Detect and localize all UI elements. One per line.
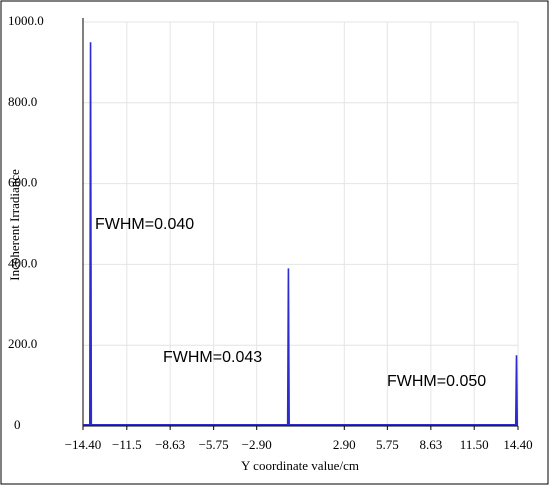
y-tick-label: 400.0 <box>8 255 37 270</box>
x-axis-label: Y coordinate value/cm <box>241 458 359 473</box>
x-tick-label: −8.63 <box>155 437 185 452</box>
x-tick-label: −11.5 <box>112 437 142 452</box>
y-tick-label: 600.0 <box>8 175 37 190</box>
annotation: FWHM=0.040 <box>95 216 194 233</box>
x-tick-label: −5.75 <box>199 437 229 452</box>
data-line <box>83 42 519 426</box>
x-tick-label: 14.40 <box>503 437 532 452</box>
y-tick-label: 200.0 <box>8 336 37 351</box>
y-tick-label: 800.0 <box>8 94 37 109</box>
annotation: FWHM=0.043 <box>163 349 262 366</box>
y-tick-label: 1000.0 <box>8 13 44 28</box>
y-axis-label: Incoherent Irradiance <box>7 169 22 281</box>
y-tick-label: 0 <box>14 417 21 432</box>
x-tick-label: −2.90 <box>242 437 272 452</box>
x-tick-label: 11.50 <box>460 437 489 452</box>
x-tick-label: 2.90 <box>333 437 356 452</box>
annotation: FWHM=0.050 <box>387 373 486 390</box>
x-tick-label: −14.40 <box>65 437 102 452</box>
x-tick-label: 5.75 <box>376 437 399 452</box>
x-tick-label: 8.63 <box>419 437 442 452</box>
